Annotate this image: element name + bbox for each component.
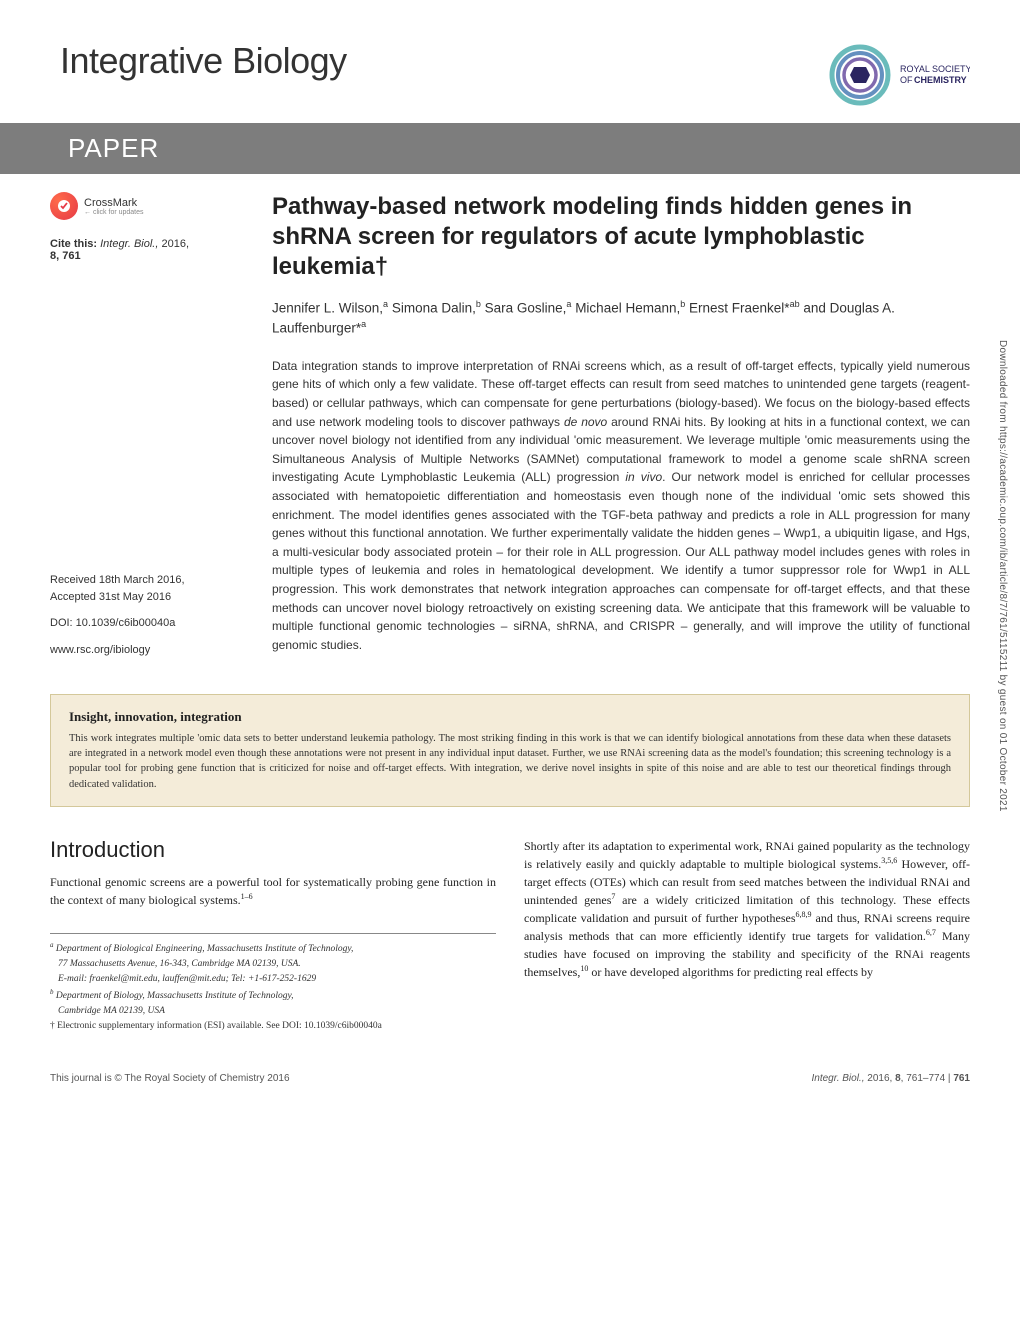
journal-url[interactable]: www.rsc.org/ibiology: [50, 642, 250, 659]
esi-note: † Electronic supplementary information (…: [50, 1021, 382, 1031]
affiliations: a Department of Biological Engineering, …: [50, 933, 496, 1034]
svg-text:OF: OF: [900, 75, 913, 85]
affil-a-email: E-mail: fraenkel@mit.edu, lauffen@mit.ed…: [58, 974, 316, 984]
section-label: PAPER: [68, 133, 159, 163]
crossmark-widget[interactable]: CrossMark ← click for updates: [50, 192, 250, 220]
intro-left-refs: 1–6: [241, 892, 253, 901]
article-title: Pathway-based network modeling finds hid…: [272, 192, 970, 282]
affil-b-1: Department of Biology, Massachusetts Ins…: [56, 991, 294, 1001]
crossmark-labels: CrossMark ← click for updates: [84, 197, 144, 216]
intro-right-para: Shortly after its adaptation to experime…: [524, 837, 970, 981]
page-footer: This journal is © The Royal Society of C…: [0, 1065, 1020, 1100]
intro-right-col: Shortly after its adaptation to experime…: [524, 837, 970, 1035]
section-band: PAPER: [0, 123, 1020, 174]
cite-year: 2016,: [161, 238, 189, 250]
footer-year: 2016,: [867, 1073, 892, 1084]
insight-box: Insight, innovation, integration This wo…: [50, 694, 970, 807]
footer-pages: , 761–774 |: [901, 1073, 954, 1084]
meta-block: Received 18th March 2016, Accepted 31st …: [50, 572, 250, 658]
svg-text:CHEMISTRY: CHEMISTRY: [914, 75, 967, 85]
footer-citation: Integr. Biol., 2016, 8, 761–774 | 761: [812, 1073, 971, 1084]
intro-left-para: Functional genomic screens are a powerfu…: [50, 873, 496, 909]
cite-journal: Integr. Biol.,: [100, 238, 158, 250]
insight-title: Insight, innovation, integration: [69, 709, 951, 725]
received-date: Received 18th March 2016,: [50, 574, 185, 586]
footer-pagenum: 761: [953, 1073, 970, 1084]
header-row: Integrative Biology ROYAL SOCIETY OF CHE…: [50, 40, 970, 115]
doi: DOI: 10.1039/c6ib00040a: [50, 615, 250, 632]
affil-b-2: Cambridge MA 02139, USA: [58, 1006, 165, 1016]
crossmark-label: CrossMark: [84, 197, 144, 209]
intro-heading: Introduction: [50, 837, 496, 863]
svg-text:ROYAL SOCIETY: ROYAL SOCIETY: [900, 64, 970, 74]
footer-copyright: This journal is © The Royal Society of C…: [50, 1073, 290, 1084]
affil-a-1: Department of Biological Engineering, Ma…: [56, 944, 354, 954]
left-column: CrossMark ← click for updates Cite this:…: [50, 192, 250, 668]
right-column: Pathway-based network modeling finds hid…: [272, 192, 970, 668]
crossmark-icon: [50, 192, 78, 220]
crossmark-sublabel: ← click for updates: [84, 209, 144, 216]
citation-block: Cite this: Integr. Biol., 2016, 8, 761: [50, 238, 250, 262]
intro-left-col: Introduction Functional genomic screens …: [50, 837, 496, 1035]
abstract: Data integration stands to improve inter…: [272, 357, 970, 655]
cite-volpage: 8, 761: [50, 250, 81, 262]
journal-title: Integrative Biology: [60, 40, 347, 82]
affil-a-2: 77 Massachusetts Avenue, 16-343, Cambrid…: [58, 959, 301, 969]
rsc-logo: ROYAL SOCIETY OF CHEMISTRY: [820, 40, 970, 115]
insight-text: This work integrates multiple 'omic data…: [69, 731, 951, 792]
page-container: Downloaded from https://academic.oup.com…: [0, 0, 1020, 1065]
cite-prefix: Cite this:: [50, 238, 97, 250]
download-watermark: Downloaded from https://academic.oup.com…: [997, 340, 1008, 812]
accepted-date: Accepted 31st May 2016: [50, 591, 171, 603]
content-area: CrossMark ← click for updates Cite this:…: [50, 192, 970, 668]
authors-list: Jennifer L. Wilson,a Simona Dalin,b Sara…: [272, 298, 970, 339]
intro-left-text: Functional genomic screens are a powerfu…: [50, 875, 496, 907]
intro-section: Introduction Functional genomic screens …: [50, 837, 970, 1035]
footer-journal: Integr. Biol.,: [812, 1073, 865, 1084]
